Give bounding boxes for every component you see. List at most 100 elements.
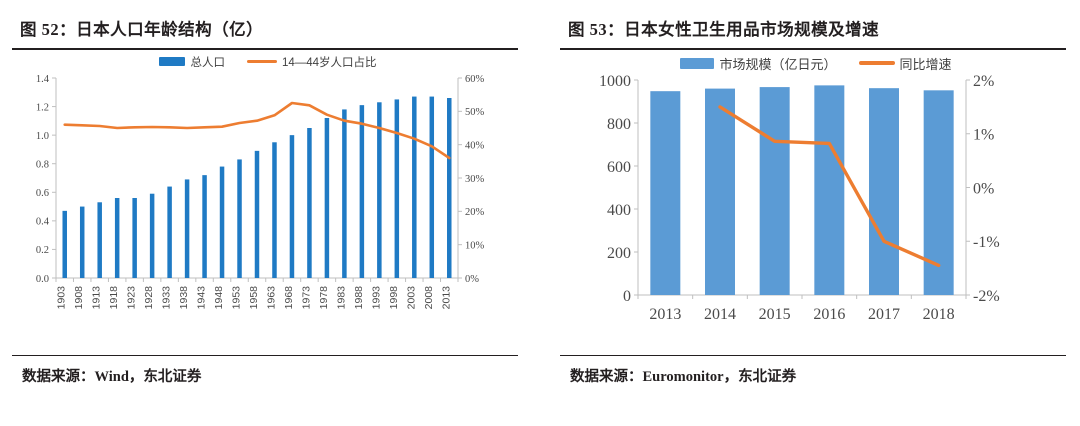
x-axis-label: 1948 [213,285,225,309]
y-tick-label-right: 0% [973,180,994,197]
x-axis-label: 2014 [704,306,736,323]
y-tick-label-right: 30% [465,173,485,184]
bar [412,96,417,278]
x-axis-label: 1973 [300,285,312,309]
y-tick-label-right: 10% [465,240,485,251]
bar [237,159,242,278]
legend-item-age-share: 14—44岁人口占比 [246,54,377,70]
x-axis-label: 1993 [370,285,382,309]
legend-item-market-size: 市场规模（亿日元） [680,54,837,73]
x-axis-label: 1903 [56,285,68,309]
figure-52-source-rule [12,354,518,356]
bar [167,186,172,278]
y-tick-label-right: -1% [973,234,1000,251]
y-tick-label-right: 40% [465,140,485,151]
y-tick-label-left: 0.4 [36,216,50,227]
bar [202,174,207,278]
bar [650,90,681,295]
figure-53-source-rule [560,354,1066,356]
legend-swatch-line-icon [246,59,277,64]
x-axis-label: 1928 [143,285,155,309]
bar [394,99,400,278]
legend-item-yoy-growth: 同比增速 [858,54,952,73]
bar [289,134,295,278]
y-tick-label-left: 400 [607,201,631,218]
legend-swatch-bar-icon [680,57,715,69]
bar [97,201,102,278]
bar [114,197,120,278]
bar [79,206,85,278]
bar [377,101,382,278]
bar [219,166,225,278]
x-axis-label: 1998 [388,285,400,309]
bar [429,96,435,278]
x-axis-label: 2008 [423,285,435,309]
figure-53-title-rule [560,48,1066,50]
line-series [63,101,451,159]
bar [62,210,67,278]
y-tick-label-left: 0.6 [36,188,49,199]
bar [132,197,137,278]
legend-item-total-population: 总人口 [159,54,225,70]
figure-52-source: 数据来源：Wind，东北证券 [22,368,202,385]
x-axis-label: 1938 [178,285,190,309]
legend-swatch-line-icon [858,61,895,65]
bar [324,117,330,278]
x-axis-label: 1918 [108,285,120,309]
x-axis-label: 1958 [248,285,260,309]
legend-swatch-bar-icon [159,57,186,67]
x-axis-label: 2018 [923,306,955,323]
legend-label-yoy-growth: 同比增速 [899,56,952,72]
bar [307,127,312,278]
y-tick-label-left: 0.2 [36,245,49,256]
y-tick-label-left: 1.4 [36,73,50,84]
x-axis-label: 2013 [440,285,452,309]
figure-52-plot: 0.0 0.2 0.4 0.6 0.8 1.0 1.2 1.4 0% 10% 20% 30% 40% 50… [36,73,485,309]
figure-52-panel: 图 52：日本人口年龄结构（亿） 总人口 14—44岁人口占比 0.0 0.2 0.… [8,0,536,426]
figure-53-title: 图 53：日本女性卫生用品市场规模及增速 [568,20,880,39]
y-tick-label-right: 50% [465,107,485,118]
y-tick-label-left: 0.8 [36,159,49,170]
bar [149,193,155,278]
figure-52-legend: 总人口 14—44岁人口占比 [8,54,528,70]
bar [184,179,190,278]
x-axis-label: 1933 [161,285,173,309]
legend-label-market-size: 市场规模（亿日元） [719,56,837,72]
x-axis-label: 1983 [335,285,347,309]
figure-53-plot: 0 200 400 600 800 1000 -2% -1% 0% 1% 2% 2013 2014 201… [599,72,1000,323]
y-tick-label-left: 600 [607,158,631,175]
bar [814,84,845,295]
x-axis-label: 2016 [813,306,845,323]
figure-52-title-rule [12,48,518,50]
bar [447,97,452,278]
x-axis-label: 1978 [318,285,330,309]
figure-52-chart: 总人口 14—44岁人口占比 0.0 0.2 0.4 0.6 0.8 1.0 1.2 1.4 0… [8,50,528,355]
y-tick-label-left: 200 [607,244,631,261]
x-axis-label: 2003 [405,285,417,309]
figure-53-source: 数据来源：Euromonitor，东北证券 [570,368,797,385]
x-axis-label: 1988 [353,285,365,309]
x-axis-label: 1923 [126,285,138,309]
bar [342,109,347,278]
legend-label-total-population: 总人口 [190,56,225,69]
y-tick-label-left: 1000 [599,72,631,89]
x-axis-label: 1913 [91,285,103,309]
y-tick-label-right: 20% [465,207,485,218]
y-tick-label-left: 0.0 [36,273,49,284]
x-axis-label: 2017 [868,306,900,323]
bar [359,104,365,278]
x-axis-label: 1968 [283,285,295,309]
figure-53-chart: 市场规模（亿日元） 同比增速 0 200 400 600 800 1000 -2% -1% 0%… [556,50,1076,355]
x-axis-label: 1943 [196,285,208,309]
y-tick-label-left: 1.2 [36,102,49,113]
bar [272,141,277,278]
bar [759,86,790,295]
figure-52-title: 图 52：日本人口年龄结构（亿） [20,20,264,39]
y-tick-label-right: -2% [973,287,1000,304]
figure-53-legend: 市场规模（亿日元） 同比增速 [556,54,1076,73]
y-tick-label-right: 2% [973,72,994,89]
y-tick-label-right: 60% [465,73,485,84]
y-tick-label-right: 0% [465,273,479,284]
legend-label-age-share: 14—44岁人口占比 [281,56,377,69]
